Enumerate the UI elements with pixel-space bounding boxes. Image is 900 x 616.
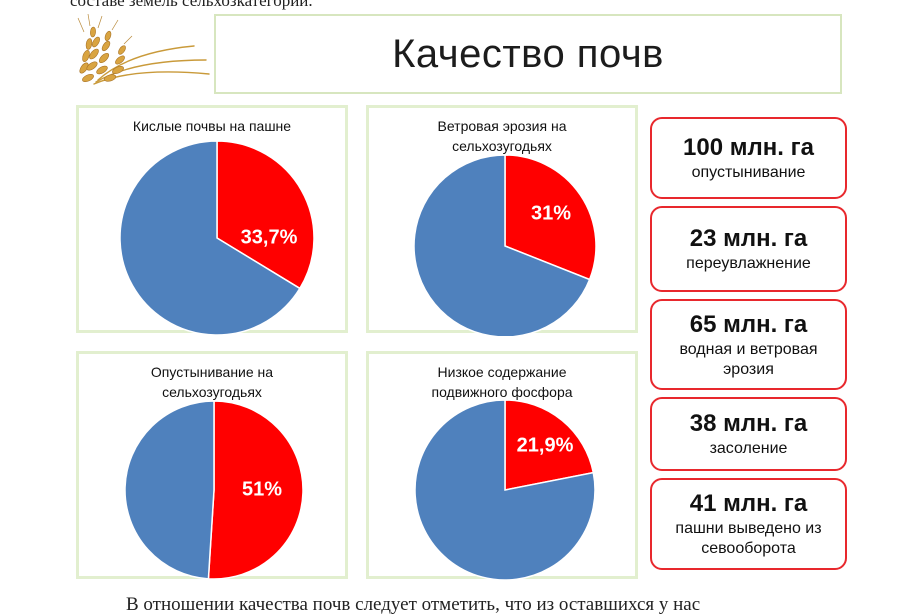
pie-svg: 21,9% [414, 399, 596, 581]
pie-chart-desertification: Опустынивание на сельхозугодьях 51% [76, 351, 348, 580]
pie-slice-1 [413, 154, 591, 336]
top-cut-text: составе земель сельхозкатегорий. [70, 0, 313, 10]
stat-value: 38 млн. га [689, 410, 808, 437]
chart-title: Ветровая эрозия на сельхозугодьях [437, 118, 567, 154]
pie-svg: 33,7% [119, 140, 315, 336]
stat-box-waterlogging: 23 млн. га переувлажнение [650, 206, 847, 292]
pie-data-label: 21,9% [517, 434, 574, 456]
pie-chart-acid-soils: Кислые почвы на пашне 33,7% [76, 105, 348, 336]
pie-data-label: 33,7% [241, 226, 298, 248]
stat-label: опустынивание [691, 164, 806, 181]
pie-slice-1 [124, 400, 215, 580]
chart-title: Кислые почвы на пашне [132, 118, 292, 134]
stat-label: переувлажнение [686, 255, 811, 272]
pie-slice-0 [207, 400, 304, 580]
pie-slice-0 [504, 154, 597, 281]
pie-slice-1 [119, 140, 301, 336]
stat-box-fallow-arable: 41 млн. га пашни выведено из севооборота [650, 478, 847, 570]
pie-svg: 51% [124, 400, 304, 580]
stat-value: 23 млн. га [689, 225, 808, 252]
pie-data-label: 31% [531, 202, 571, 224]
pie-slice-1 [414, 399, 596, 581]
stat-value: 41 млн. га [689, 490, 808, 517]
title-box: Качество почв [214, 14, 842, 94]
stat-box-erosion: 65 млн. га водная и ветровая эрозия [650, 299, 847, 390]
stat-label: пашни выведено из севооборота [675, 520, 822, 557]
pie-slice-0 [216, 140, 315, 290]
pie-chart-wind-erosion: Ветровая эрозия на сельхозугодьях 31% [366, 105, 638, 336]
pie-svg: 31% [413, 154, 597, 336]
stat-value: 65 млн. га [689, 310, 808, 338]
page-title: Качество почв [392, 31, 664, 76]
bottom-cut-text: В отношении качества почв следует отмети… [126, 594, 701, 615]
stat-box-salinization: 38 млн. га засоление [650, 397, 847, 471]
stat-value: 100 млн. га [683, 134, 814, 161]
pie-chart-phosphorus: Низкое содержание подвижного фосфора 21,… [366, 351, 638, 581]
stat-label: засоление [709, 440, 788, 457]
chart-title: Опустынивание на сельхозугодьях [150, 364, 274, 400]
pie-slice-0 [504, 399, 595, 491]
pie-data-label: 51% [242, 478, 282, 500]
chart-title: Низкое содержание подвижного фосфора [431, 364, 573, 400]
stat-label: водная и ветровая эрозия [679, 340, 818, 378]
wheat-icon [77, 13, 210, 85]
stat-box-desertification: 100 млн. га опустынивание [650, 117, 847, 199]
